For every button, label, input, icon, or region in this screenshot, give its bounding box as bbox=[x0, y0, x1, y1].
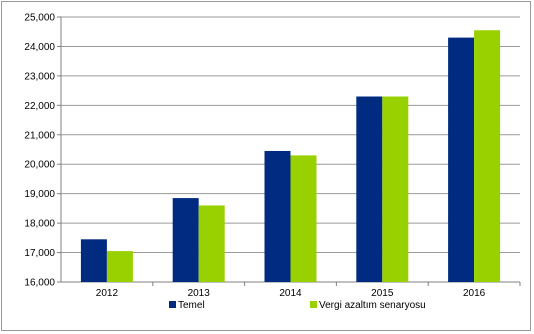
y-tick-labels: 16,000 17,000 18,000 19,000 20,000 21,000 22,0… bbox=[24, 13, 55, 289]
bars bbox=[80, 30, 501, 282]
bar-2016-series-2 bbox=[474, 30, 501, 282]
x-tick-labels: 2012 2013 2014 2015 2016 bbox=[96, 288, 486, 299]
y-tick-label: 23,000 bbox=[24, 71, 55, 82]
legend-swatch-series-1 bbox=[169, 301, 176, 308]
x-tick-label-2012: 2012 bbox=[96, 288, 119, 299]
bar-2015-series-1 bbox=[356, 96, 383, 282]
y-tick-label: 17,000 bbox=[24, 248, 55, 259]
x-tick-label-2015: 2015 bbox=[371, 288, 394, 299]
legend-label-series-1: Temel bbox=[178, 300, 205, 311]
bar-2014-series-2 bbox=[290, 155, 317, 282]
y-tick-label: 25,000 bbox=[24, 13, 55, 24]
x-tick-label-2013: 2013 bbox=[188, 288, 211, 299]
y-tick-label: 18,000 bbox=[24, 219, 55, 230]
y-tick-label: 24,000 bbox=[24, 42, 55, 53]
legend: Temel Vergi azaltım senaryosu bbox=[169, 300, 426, 311]
bar-2015-series-2 bbox=[382, 96, 409, 282]
x-tick-label-2014: 2014 bbox=[279, 288, 302, 299]
y-tick-label: 20,000 bbox=[24, 160, 55, 171]
bar-2016-series-1 bbox=[448, 37, 475, 282]
bar-2013-series-1 bbox=[172, 198, 199, 282]
y-tick-label: 19,000 bbox=[24, 189, 55, 200]
legend-label-series-2: Vergi azaltım senaryosu bbox=[319, 300, 426, 311]
x-tick-label-2016: 2016 bbox=[463, 288, 486, 299]
bar-2014-series-1 bbox=[264, 150, 291, 282]
y-tick-label: 16,000 bbox=[24, 278, 55, 289]
bar-2012-series-2 bbox=[106, 251, 133, 282]
y-tick-label: 22,000 bbox=[24, 101, 55, 112]
legend-swatch-series-2 bbox=[310, 301, 317, 308]
bar-2013-series-2 bbox=[198, 205, 225, 282]
y-tick-label: 21,000 bbox=[24, 130, 55, 141]
bar-2012-series-1 bbox=[80, 239, 107, 282]
